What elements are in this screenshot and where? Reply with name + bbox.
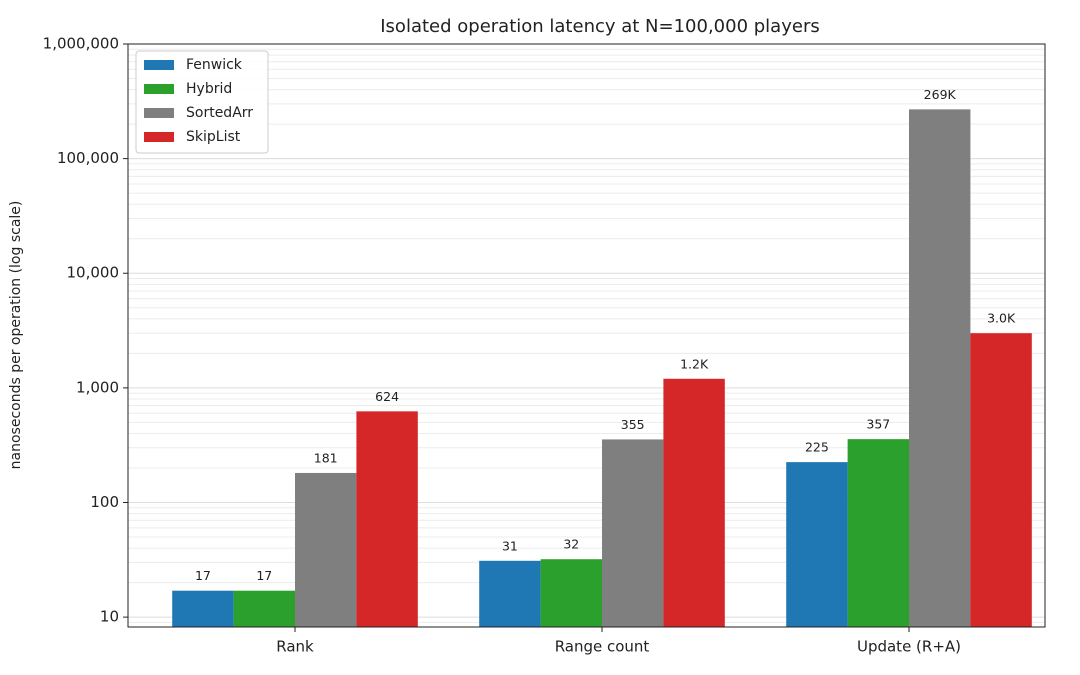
legend-label: SkipList (186, 129, 241, 145)
bar (172, 590, 234, 627)
legend-label: SortedArr (186, 105, 253, 121)
value-label: 624 (375, 389, 399, 404)
bar (909, 109, 971, 627)
legend-label: Hybrid (186, 81, 232, 97)
legend-swatch (144, 60, 174, 70)
value-label: 225 (805, 440, 829, 455)
value-label: 31 (502, 538, 518, 553)
y-tick-label: 10,000 (67, 264, 120, 282)
bar (786, 462, 848, 627)
legend-label: Fenwick (186, 57, 243, 73)
legend-swatch (144, 84, 174, 94)
bar (233, 590, 296, 627)
bar (602, 439, 664, 627)
y-tick-label: 10 (100, 608, 119, 626)
bar (295, 472, 357, 627)
bar (663, 378, 725, 627)
plot-frame (127, 43, 1046, 628)
value-label: 1.2K (680, 356, 709, 371)
bar (847, 439, 910, 627)
y-tick-label: 1,000,000 (43, 35, 119, 53)
bar (479, 560, 541, 627)
value-label: 17 (195, 568, 211, 583)
value-label: 17 (256, 568, 272, 583)
chart-title: Isolated operation latency at N=100,000 … (380, 16, 819, 37)
value-label: 355 (621, 417, 645, 432)
value-label: 181 (314, 450, 338, 465)
y-axis-label: nanoseconds per operation (log scale) (8, 201, 24, 470)
legend-swatch (144, 108, 174, 118)
y-tick-label: 100,000 (57, 149, 119, 167)
value-label: 269K (924, 87, 957, 102)
bar (540, 559, 603, 627)
value-label: 3.0K (987, 311, 1016, 326)
bar (970, 333, 1032, 627)
x-tick-label: Rank (276, 638, 314, 656)
y-tick-label: 100 (90, 493, 119, 511)
x-tick-label: Range count (555, 638, 650, 656)
legend: Fenwick Hybrid SortedArr SkipList (135, 50, 269, 154)
value-label: 357 (866, 417, 890, 432)
legend-box (135, 50, 269, 154)
value-label: 32 (563, 537, 579, 552)
y-tick-label: 1,000 (76, 378, 119, 396)
x-tick-label: Update (R+A) (857, 638, 961, 656)
legend-swatch (144, 132, 174, 142)
bar (356, 411, 418, 627)
